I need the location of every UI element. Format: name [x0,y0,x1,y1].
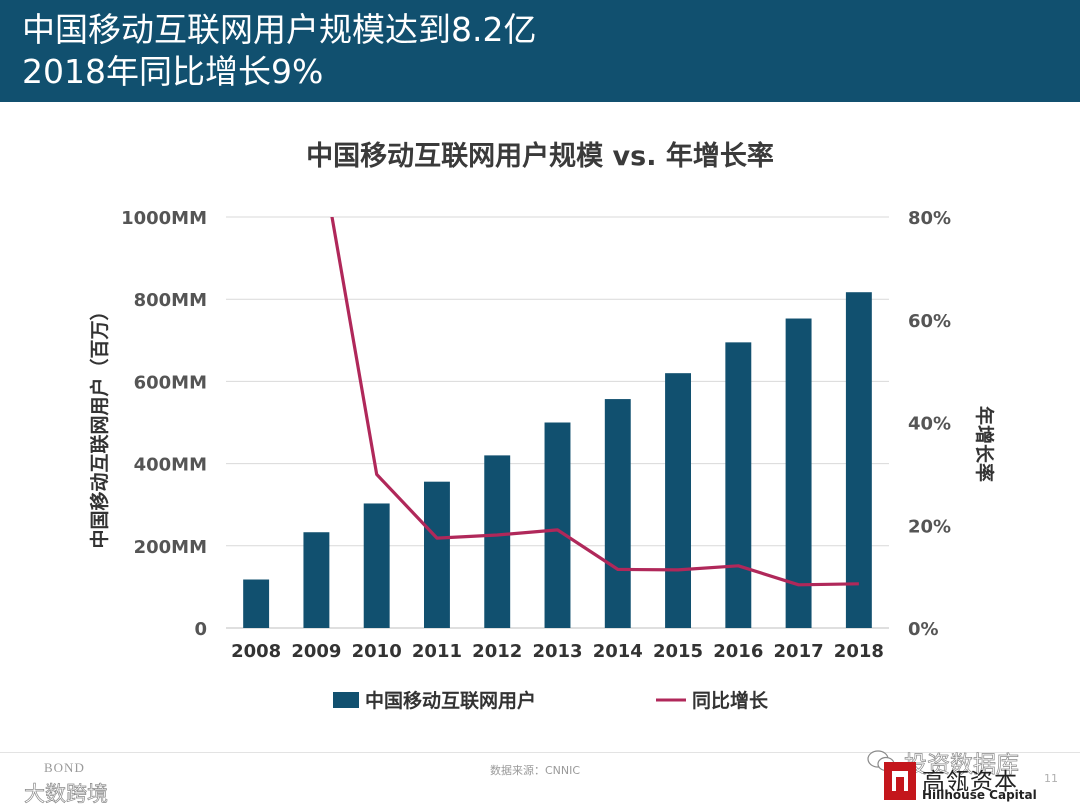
y-tick-label: 400MM [134,455,207,476]
x-tick-label: 2018 [834,641,884,662]
bond-mark: BOND [44,760,85,775]
bar [604,399,631,628]
bar [423,481,450,628]
x-tick-label: 2016 [713,641,763,662]
x-tick-label: 2012 [472,641,522,662]
title-line-2: 2018年同比增长9% [22,52,324,91]
y-tick-label: 200MM [134,537,207,558]
bar [544,422,571,628]
y-tick-label: 0 [194,619,207,640]
legend: 中国移动互联网用户 同比增长 [333,689,769,712]
bar [363,503,390,628]
x-tick-label: 2011 [412,641,462,662]
y2-tick-label: 60% [908,311,951,332]
y2-tick-label: 20% [908,516,951,537]
bar [725,342,752,628]
logo-english-name: Hillhouse Capital [922,788,1037,802]
x-tick-label: 2010 [352,641,402,662]
growth-line [330,217,859,587]
source-note: 数据来源：CNNIC [490,764,581,777]
x-tick-label: 2017 [774,641,824,662]
page-number: 11 [1044,772,1058,785]
chart-title: 中国移动互联网用户规模 vs. 年增长率 [306,140,774,172]
legend-label-bars: 中国移动互联网用户 [365,689,536,712]
chart: 中国移动互联网用户规模 vs. 年增长率 0 200MM 400MM 600MM 800… [88,140,996,712]
y-tick-label: 1000MM [121,208,207,229]
title-banner: 中国移动互联网用户规模达到8.2亿 2018年同比增长9% [0,0,1080,102]
x-tick-label: 2013 [532,641,582,662]
legend-label-line: 同比增长 [692,689,769,712]
x-tick-label: 2009 [291,641,341,662]
legend-swatch-bars [333,692,359,708]
y2-tick-label: 80% [908,208,951,229]
x-tick-label: 2014 [593,641,643,662]
x-tick-label: 2015 [653,641,703,662]
footer-divider [0,752,1080,753]
logo-chinese-name: 高瓴资本 [922,769,1018,795]
bar [845,292,872,628]
bar [484,455,511,628]
hillhouse-logo-icon [884,762,916,800]
title-line-1: 中国移动互联网用户规模达到8.2亿 [22,10,537,49]
watermark-left: 大数跨境 [24,782,109,807]
y-tick-label: 600MM [134,372,207,393]
y-axis-label: 中国移动互联网用户（百万） [88,301,111,548]
y-tick-label: 800MM [134,290,207,311]
y2-axis-label: 年增长率 [973,406,996,482]
bar [785,318,812,628]
bar [303,532,330,628]
y2-tick-label: 0% [908,619,939,640]
bar [665,373,692,628]
x-tick-label: 2008 [231,641,281,662]
watermark-right: 投资数据库 [904,752,1020,779]
y2-tick-label: 40% [908,414,951,435]
bar [243,579,270,628]
